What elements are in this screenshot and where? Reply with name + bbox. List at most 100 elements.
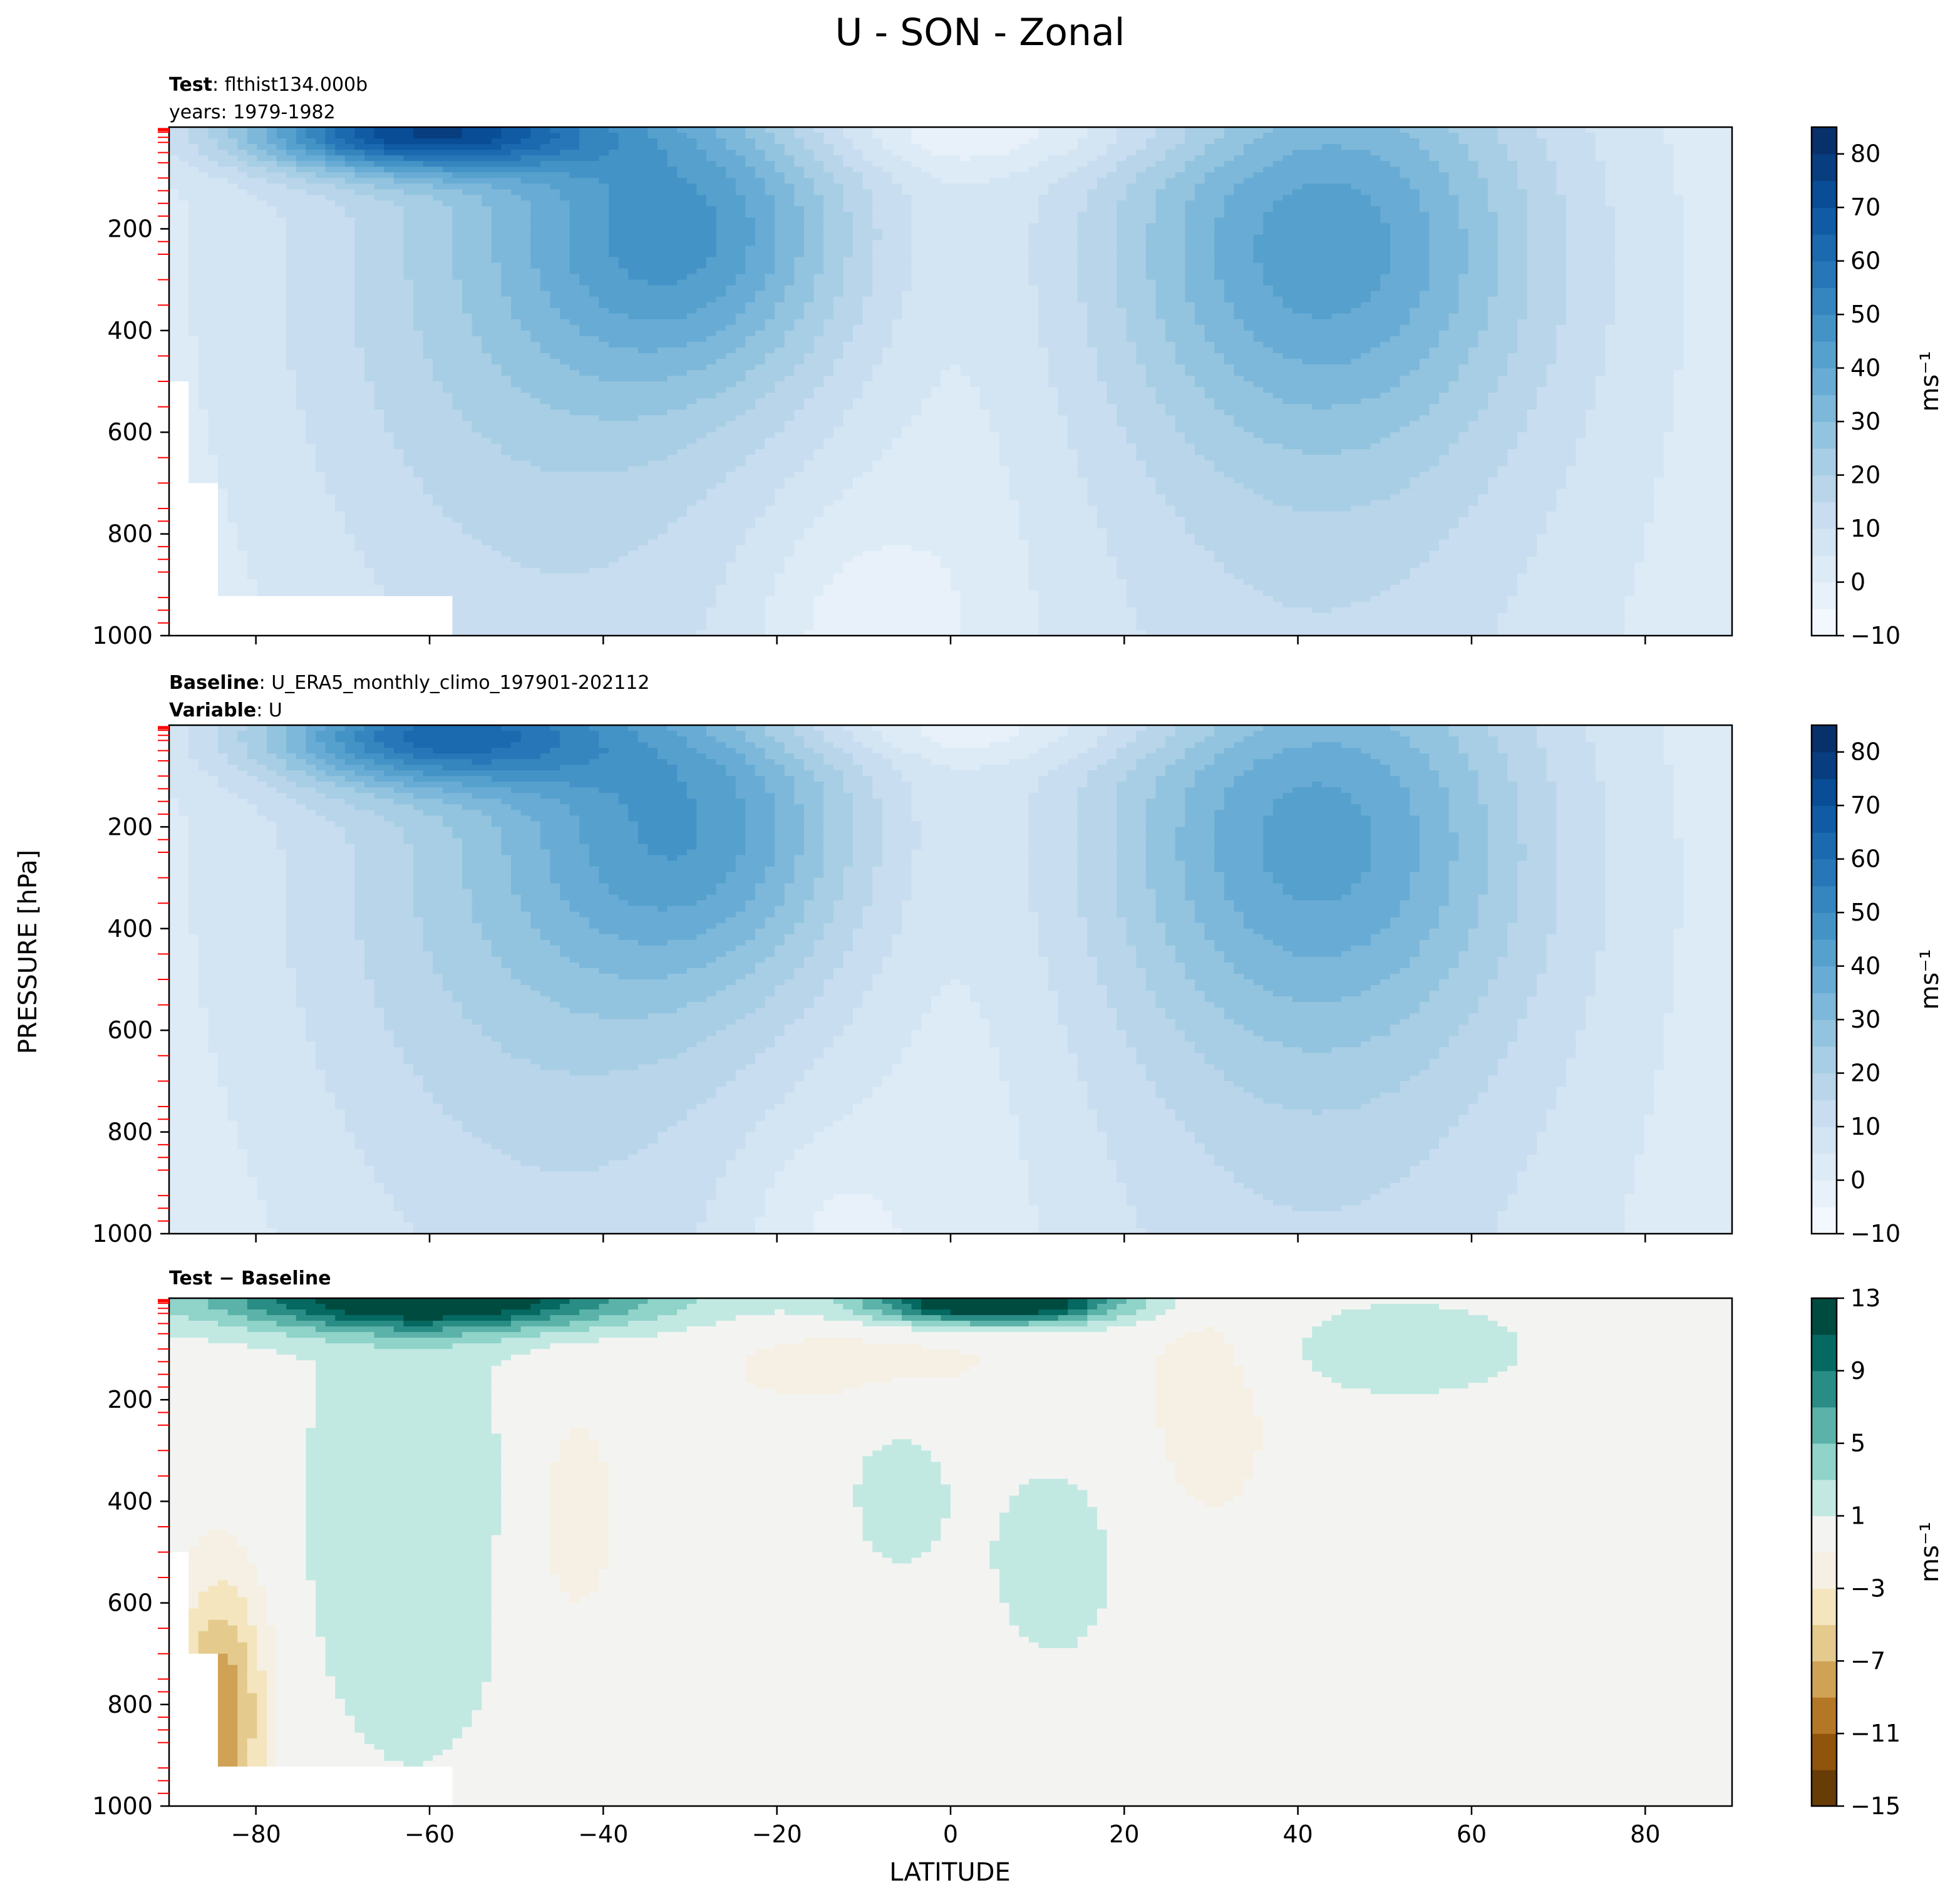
contour-cell [1537,550,1645,557]
contour-cell [491,1405,1157,1412]
contour-cell [1683,268,1733,275]
contour-cell [1448,821,1488,827]
contour-cell [374,387,443,393]
contour-cell [941,1518,1000,1525]
contour-cell [413,860,463,867]
contour-cell [716,212,746,218]
contour-cell [325,155,346,162]
contour-cell [1224,793,1283,799]
contour-cell [550,1541,609,1547]
contour-cell [1400,167,1440,173]
contour-cell [1527,291,1567,297]
contour-cell [491,1417,1157,1423]
contour-cell [169,517,219,524]
contour-cell [813,1058,902,1065]
contour-cell [823,161,843,167]
contour-cell [169,1115,229,1122]
contour-cell [276,753,297,760]
contour-cell [462,804,512,810]
contour-cell [1263,262,1391,269]
contour-cell [423,917,473,924]
contour-cell [706,195,746,201]
contour-cell [169,1081,219,1088]
contour-cell [989,1019,1059,1025]
contour-cell [188,731,219,737]
contour-cell [745,906,775,912]
contour-cell [1586,1008,1674,1014]
contour-cell [872,240,912,247]
contour-cell [1117,838,1147,845]
contour-cell [550,1563,609,1570]
colorbar-band [1812,448,1837,476]
contour-cell [344,798,395,805]
contour-cell [1576,1036,1664,1042]
colorbar-tick-label: 20 [1850,462,1880,489]
contour-cell [1028,883,1078,890]
contour-cell [452,223,492,229]
contour-cell [1263,590,1381,597]
contour-cell [1614,234,1684,241]
contour-cell [491,358,560,365]
contour-cell [862,381,941,388]
contour-cell [413,753,541,760]
colorbar-band [1812,1020,1837,1047]
contour-cell [726,1025,785,1031]
contour-cell [892,178,941,184]
contour-cell [1028,1177,1117,1184]
contour-cell [1214,810,1274,816]
contour-cell [794,189,815,195]
contour-cell [1126,336,1166,343]
contour-cell [941,1535,1000,1542]
contour-cell [1048,369,1098,376]
contour-cell [286,731,306,737]
contour-cell [1497,234,1527,241]
contour-cell [540,279,580,286]
contour-cell [442,200,482,207]
contour-cell [823,860,854,867]
contour-cell [794,369,834,376]
contour-cell [579,133,619,139]
contour-cell [511,556,619,563]
contour-cell [306,759,326,765]
contour-cell [1380,438,1459,444]
contour-cell [1400,324,1450,331]
contour-cell [823,793,854,799]
contour-cell [286,251,355,258]
contour-cell [1155,398,1215,405]
contour-cell [1224,562,1420,569]
contour-cell [1185,291,1225,297]
contour-cell [316,172,355,178]
contour-cell [1126,776,1157,782]
contour-cell [1654,483,1733,490]
contour-cell [403,240,453,247]
contour-cell [1537,1149,1645,1155]
contour-cell [520,387,726,393]
contour-cell [413,319,473,326]
contour-cell [218,562,248,569]
contour-cell [188,877,287,884]
contour-cell [735,183,766,190]
contour-cell [1019,522,1098,529]
contour-cell [1517,782,1557,788]
contour-cell [579,144,619,150]
contour-cell [902,1227,1039,1234]
contour-cell [1380,393,1440,399]
contour-cell [775,234,805,241]
contour-cell [1654,477,1733,483]
contour-cell [1565,200,1606,207]
contour-cell [735,189,766,195]
contour-cell [511,883,560,890]
contour-cell [1429,934,1469,941]
contour-cell [1117,849,1147,856]
contour-cell [413,466,541,472]
contour-cell [296,393,375,399]
contour-cell [501,1149,639,1155]
contour-cell [188,398,199,405]
contour-cell [647,1298,697,1304]
contour-cell [1019,534,1108,540]
contour-cell [188,911,287,918]
contour-cell [491,438,697,444]
contour-cell [491,240,531,247]
contour-cell [1497,291,1527,297]
